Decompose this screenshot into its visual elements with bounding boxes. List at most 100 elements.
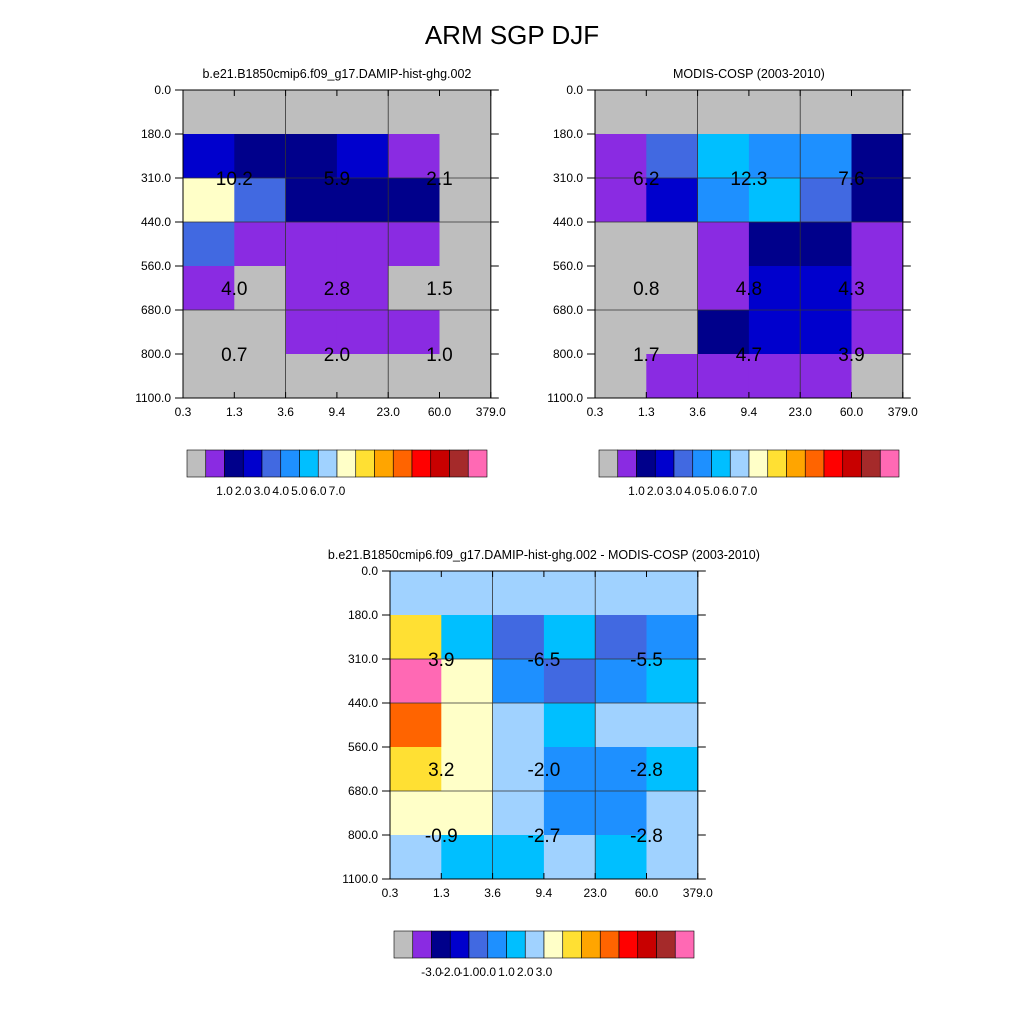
heatmap-cell	[748, 354, 801, 399]
panel-subtitle: b.e21.B1850cmip6.f09_g17.DAMIP-hist-ghg.…	[328, 548, 760, 562]
heatmap-cell	[800, 134, 852, 179]
heatmap-cell	[439, 90, 492, 135]
colorbar-label: 1.0	[498, 965, 515, 979]
colorbar-swatch	[599, 930, 620, 959]
heatmap-cell	[439, 134, 492, 179]
x-tick-label: 379.0	[888, 405, 918, 419]
heatmap-cell	[543, 703, 596, 748]
heatmap-cell	[234, 222, 287, 267]
cell-value-label: -5.5	[630, 650, 663, 671]
y-tick-label: 0.0	[154, 83, 171, 97]
heatmap-cell	[543, 659, 596, 704]
colorbar-swatch	[392, 449, 413, 478]
x-tick-label: 379.0	[683, 886, 713, 900]
colorbar-swatch	[487, 930, 507, 959]
heatmap-cell	[441, 703, 494, 748]
heatmap-cell	[851, 354, 904, 399]
heatmap-cell	[800, 90, 852, 135]
colorbar-swatch	[242, 449, 263, 478]
heatmap-cell	[646, 134, 699, 179]
heatmap-cell	[285, 178, 338, 223]
heatmap-cell	[595, 791, 647, 836]
cell-value-label: 12.3	[730, 169, 767, 190]
heatmap-cell	[183, 266, 235, 311]
heatmap-cell	[543, 571, 596, 616]
heatmap-cell	[595, 178, 647, 223]
heatmap-cell	[646, 354, 699, 399]
cell-value-label: 4.3	[838, 279, 864, 300]
heatmap-cell	[595, 571, 647, 616]
colorbar-swatch	[711, 449, 731, 478]
colorbar-swatch	[748, 449, 769, 478]
heatmap-cell	[285, 90, 338, 135]
heatmap-cell	[543, 615, 596, 660]
y-tick-label: 310.0	[553, 171, 583, 185]
heatmap-cell	[748, 90, 801, 135]
cell-value-label: 2.0	[324, 345, 350, 366]
colorbar-label: 2.0	[517, 965, 534, 979]
x-tick-label: 23.0	[789, 405, 813, 419]
heatmap-cell	[851, 90, 904, 135]
heatmap-cell	[390, 703, 442, 748]
heatmap-cell	[183, 90, 235, 135]
x-tick-label: 1.3	[226, 405, 243, 419]
heatmap-cell	[492, 703, 545, 748]
colorbar-label: 7.0	[329, 484, 346, 498]
heatmap-cell	[390, 747, 442, 792]
heatmap-cell	[441, 659, 494, 704]
cell-value-label: -2.8	[630, 760, 663, 781]
heatmap-cell	[441, 615, 494, 660]
colorbar-swatch	[449, 449, 469, 478]
cell-value-label: 6.2	[633, 169, 659, 190]
heatmap-cell	[234, 310, 287, 355]
colorbar-swatch	[393, 930, 414, 959]
y-tick-label: 180.0	[553, 127, 583, 141]
heatmap-cell	[595, 659, 647, 704]
colorbar-swatch	[636, 449, 656, 478]
y-tick-label: 680.0	[141, 303, 171, 317]
colorbar-swatch	[336, 449, 357, 478]
heatmap-cell	[646, 571, 699, 616]
colorbar-swatch	[411, 449, 432, 478]
heatmap-cell	[336, 134, 389, 179]
heatmap-cell	[697, 90, 750, 135]
heatmap-cell	[492, 835, 545, 880]
heatmap-cell	[851, 222, 904, 267]
y-tick-label: 180.0	[141, 127, 171, 141]
colorbar-label: -2.0	[440, 965, 461, 979]
heatmap-cell	[851, 134, 904, 179]
y-tick-label: 680.0	[348, 784, 378, 798]
x-tick-label: 3.6	[689, 405, 706, 419]
x-tick-label: 0.3	[382, 886, 399, 900]
colorbar-swatch	[842, 449, 862, 478]
colorbar-label: 2.0	[235, 484, 252, 498]
colorbar-label: 1.0	[628, 484, 645, 498]
heatmap-cell	[388, 354, 440, 399]
heatmap-cell	[183, 222, 235, 267]
x-tick-label: 9.4	[329, 405, 346, 419]
heatmap-cell	[646, 747, 699, 792]
heatmap-cell	[595, 134, 647, 179]
heatmap-cell	[595, 90, 647, 135]
cell-value-label: 0.7	[221, 345, 247, 366]
x-tick-label: 3.6	[277, 405, 294, 419]
heatmap-cell	[388, 90, 440, 135]
colorbar-label: 5.0	[703, 484, 720, 498]
heatmap-cell	[851, 178, 904, 223]
colorbar-swatch	[468, 930, 489, 959]
colorbar-label: 2.0	[647, 484, 664, 498]
heatmap-cell	[748, 222, 801, 267]
x-tick-label: 23.0	[584, 886, 608, 900]
y-tick-label: 440.0	[348, 696, 378, 710]
heatmap-cell	[390, 791, 442, 836]
cell-value-label: 7.6	[838, 169, 864, 190]
x-tick-label: 60.0	[635, 886, 659, 900]
heatmap-cell	[439, 178, 492, 223]
heatmap-cell	[800, 310, 852, 355]
main-title: ARM SGP DJF	[424, 20, 600, 50]
heatmap-cell	[234, 178, 287, 223]
colorbar-swatch	[767, 449, 787, 478]
y-tick-label: 560.0	[141, 259, 171, 273]
cell-value-label: 3.9	[428, 650, 454, 671]
colorbar-swatch	[674, 930, 695, 959]
